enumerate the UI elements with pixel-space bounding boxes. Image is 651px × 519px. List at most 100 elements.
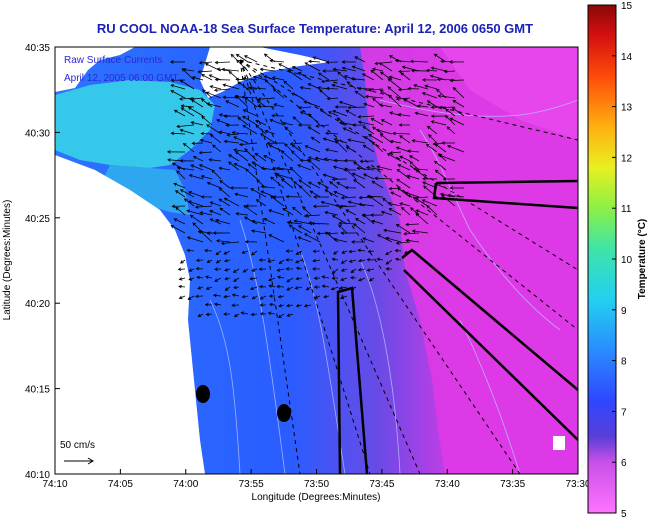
current-vector-head [214,77,219,82]
current-vector-head [430,66,435,70]
current-vector-head [213,302,218,307]
current-vector [396,224,411,234]
current-vector-head [254,152,259,157]
current-vector-head [370,213,374,217]
current-vector [258,97,276,100]
current-vector-head [251,161,256,165]
current-vector-head [451,107,456,111]
current-vector-head [397,187,401,191]
current-vector [342,67,357,72]
current-vector-head [268,144,273,148]
current-vector [450,79,465,81]
current-vector [270,195,285,207]
current-vector-head [331,276,336,280]
current-vector-head [398,69,402,74]
current-vector-head [331,257,336,262]
current-vector-head [189,214,194,219]
colorbar-tick-label: 15 [621,1,633,12]
current-vector [435,143,447,153]
current-vector-head [259,296,264,300]
current-vector-head [330,286,335,291]
current-vector-head [183,198,188,202]
current-vector [381,211,393,216]
current-vector [348,106,366,109]
current-vector-head [190,121,195,125]
current-vector-head [289,166,294,171]
current-vector [332,268,339,274]
current-vector-head [348,259,353,263]
current-vector-head [224,258,228,263]
current-vector-head [319,108,324,112]
current-vector [366,166,384,171]
current-vector-head [336,117,341,121]
current-vector-head [437,153,442,157]
current-vector-head [241,294,246,299]
current-vector-head [313,285,318,289]
current-vector [412,230,429,234]
land-new-jersey [55,155,205,474]
colorbar-tick-label: 12 [621,153,633,164]
current-vector-head [206,102,210,106]
current-vector [341,196,357,199]
x-tick-label: 73:50 [304,479,329,490]
current-vector-head [259,67,264,72]
current-vector-head [399,202,403,206]
current-vector [308,126,321,135]
current-vector-head [358,258,362,263]
current-vector-head [216,67,221,72]
current-vector [335,140,348,153]
current-vector-head [325,60,330,65]
current-vector [189,268,195,272]
current-vector-head [186,236,191,240]
current-vector-head [303,100,308,104]
current-vector-head [315,124,319,128]
current-vector-head [347,138,352,142]
current-vector-head [294,286,299,290]
current-vector-head [267,311,272,316]
current-vector-head [426,100,431,104]
current-vector [439,154,456,162]
current-vector-head [392,131,396,136]
current-vector [180,79,195,90]
current-vector-head [410,207,414,211]
buoy-marker-2 [277,404,291,422]
current-vector [306,286,312,291]
current-vector-head [179,189,184,193]
current-vector-head [377,234,381,238]
current-vector-head [342,127,347,131]
current-vector-head [359,159,364,164]
current-vector [237,117,249,126]
current-vector [445,108,456,117]
current-vector [398,88,411,91]
current-vector-head [170,84,175,88]
current-vector-head [371,180,376,184]
current-vector-head [345,109,350,114]
current-vector-head [314,156,319,161]
current-vector [370,69,384,81]
current-vector [224,197,240,207]
colorbar-tick-label: 10 [621,255,633,266]
current-vector-head [202,89,206,93]
current-vector [332,84,348,90]
current-vector-head [325,148,329,152]
current-vector [243,268,249,273]
current-vector [358,115,375,118]
current-vector [278,295,285,298]
current-vector [387,86,402,99]
current-vector [332,258,339,261]
current-vector-head [396,178,400,183]
current-vector-head [170,78,175,83]
current-vector-head [341,250,346,254]
current-vector-head [195,266,200,271]
current-vector-head [272,195,277,199]
current-vector-head [449,186,454,190]
current-vector-head [449,60,453,64]
current-vector-head [404,191,409,196]
current-vector [415,196,429,199]
current-vector-head [276,268,281,272]
current-vector [343,127,357,135]
current-vector-head [334,203,339,208]
current-vector [349,259,357,263]
current-vector-head [277,314,282,319]
current-vector [278,304,285,307]
